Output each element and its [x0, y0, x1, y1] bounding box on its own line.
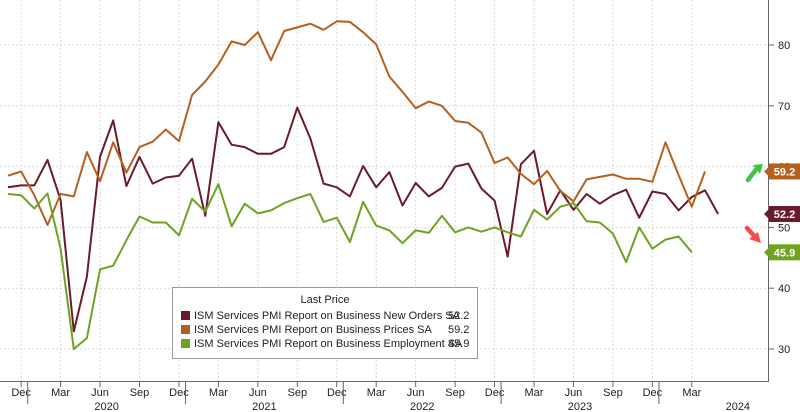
x-tick-label: Dec — [643, 387, 663, 399]
x-tick-label: Jun — [407, 387, 425, 399]
x-tick-label: Dec — [169, 387, 189, 399]
legend-item-new-orders: ISM Services PMI Report on Business New … — [181, 310, 469, 323]
x-tick-label: Dec — [327, 387, 347, 399]
x-tick-label: Mar — [51, 387, 70, 399]
last-value-tags: 52.2 59.2 45.9 — [764, 163, 800, 261]
last-value-pointer — [764, 247, 769, 258]
y-axis: 304050607080 — [768, 40, 790, 356]
chart-legend: Last Price ISM Services PMI Report on Bu… — [172, 287, 478, 359]
x-tick-label: Mar — [525, 387, 544, 399]
x-tick-label: Sep — [445, 387, 465, 399]
up-arrow-icon — [745, 164, 763, 183]
x-tick-label: Sep — [603, 387, 623, 399]
last-value-pointer — [764, 209, 769, 220]
legend-swatch-new-orders — [181, 311, 190, 320]
down-arrow-icon — [744, 225, 761, 243]
y-tick-label: 70 — [778, 101, 790, 113]
last-value-tag-employment — [769, 244, 800, 261]
legend-title: Last Price — [300, 294, 350, 306]
last-value-pointer — [764, 166, 769, 177]
legend-label: ISM Services PMI Report on Business Empl… — [194, 338, 463, 350]
last-value-tag-prices — [769, 163, 800, 180]
x-tick-label: Sep — [288, 387, 308, 399]
legend-item-prices: ISM Services PMI Report on Business Pric… — [181, 324, 469, 337]
legend-swatch-prices — [181, 325, 190, 334]
x-axis: Dec Mar Jun Sep Dec Mar Jun Sep Dec Mar Jun Sep Dec M… — [11, 382, 702, 399]
legend-item-employment: ISM Services PMI Report on Business Empl… — [181, 338, 469, 351]
year-label: 2023 — [568, 401, 592, 412]
legend-label: ISM Services PMI Report on Business Pric… — [194, 324, 432, 336]
legend-value: 52.2 — [448, 310, 470, 322]
y-tick-label: 30 — [778, 344, 790, 356]
year-label: 2024 — [726, 401, 750, 412]
y-tick-label: 40 — [778, 283, 790, 295]
series-line-employment — [7, 183, 693, 350]
legend-value: 45.9 — [448, 338, 470, 350]
year-label: 2020 — [94, 401, 118, 412]
series-lines — [7, 20, 719, 350]
x-tick-label: Sep — [130, 387, 150, 399]
x-tick-label: Mar — [682, 387, 701, 399]
last-value-label: 52.2 — [774, 209, 795, 221]
x-tick-label: Dec — [11, 387, 31, 399]
x-tick-label: Mar — [367, 387, 386, 399]
x-tick-label: Jun — [249, 387, 267, 399]
y-tick-label: 80 — [778, 40, 790, 52]
last-value-label: 45.9 — [774, 247, 795, 259]
x-tick-label: Jun — [565, 387, 583, 399]
legend-swatch-employment — [181, 339, 190, 348]
series-line-new-orders — [7, 106, 719, 333]
series-line-prices — [7, 20, 706, 226]
last-value-tag-new-orders — [769, 206, 800, 223]
year-label: 2022 — [410, 401, 434, 412]
year-label: 2021 — [252, 401, 276, 412]
x-tick-label: Mar — [209, 387, 228, 399]
legend-value: 59.2 — [448, 324, 470, 336]
year-labels: 2020 2021 2022 2023 2024 — [27, 382, 750, 412]
legend-label: ISM Services PMI Report on Business New … — [194, 310, 460, 322]
x-tick-label: Dec — [485, 387, 505, 399]
last-value-label: 59.2 — [774, 166, 795, 178]
x-tick-label: Jun — [91, 387, 109, 399]
y-tick-label: 50 — [778, 222, 790, 234]
